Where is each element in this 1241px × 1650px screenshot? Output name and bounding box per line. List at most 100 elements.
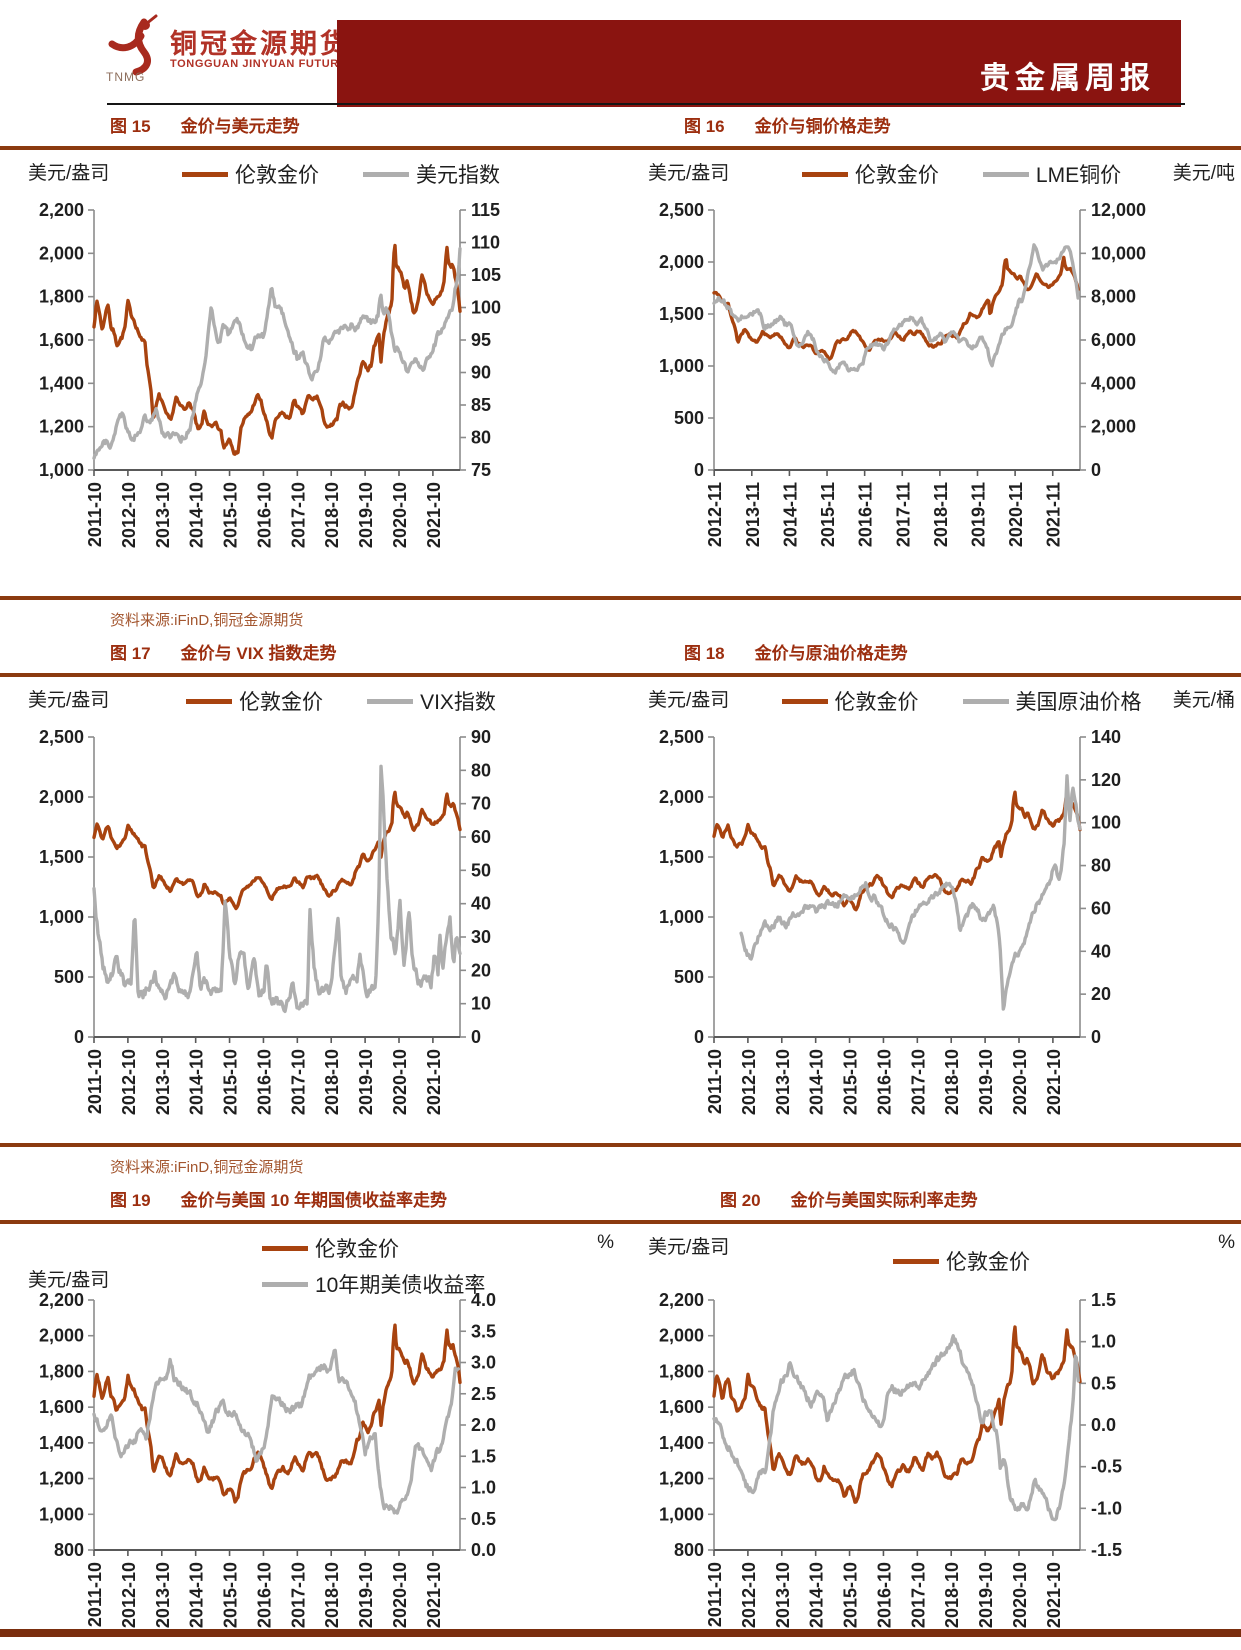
svg-text:2021-10: 2021-10 xyxy=(1044,1562,1064,1628)
legend-line-swatch xyxy=(962,698,1009,704)
page-header: TNMG 铜冠金源期货 TONGGUAN JINYUAN FUTURES 贵金属… xyxy=(0,0,1241,107)
svg-text:2,000: 2,000 xyxy=(1091,417,1136,437)
svg-text:2014-10: 2014-10 xyxy=(807,1562,827,1628)
svg-text:75: 75 xyxy=(471,460,491,480)
left-axis-unit: 美元/盎司 xyxy=(648,1237,730,1258)
legend-label: LME铜价 xyxy=(1035,164,1122,187)
svg-text:2011-10: 2011-10 xyxy=(85,1049,105,1114)
chart-fig15: 美元/盎司 伦敦金价 美元指数 2,200 2,000 1,800 1,600 1,400… xyxy=(0,154,620,570)
legend-item: 美元指数 xyxy=(363,159,500,189)
svg-text:2013-10: 2013-10 xyxy=(773,1562,793,1628)
page-bottom-bar xyxy=(0,1629,1241,1637)
svg-text:2.0: 2.0 xyxy=(471,1415,496,1435)
left-axis-unit: 美元/盎司 xyxy=(28,1270,110,1291)
svg-text:1,400: 1,400 xyxy=(659,1433,704,1453)
legend-item: 伦敦金价 xyxy=(893,1246,1030,1276)
company-logo: TNMG 铜冠金源期货 TONGGUAN JINYUAN FUTURES xyxy=(106,14,355,86)
legend-line-swatch xyxy=(182,171,228,177)
svg-text:1,400: 1,400 xyxy=(39,373,84,393)
svg-text:40: 40 xyxy=(471,894,491,914)
svg-text:0: 0 xyxy=(1091,1027,1101,1047)
svg-text:95: 95 xyxy=(471,330,491,350)
svg-text:90: 90 xyxy=(471,363,491,383)
svg-text:2021-11: 2021-11 xyxy=(1044,482,1064,547)
svg-text:1,200: 1,200 xyxy=(39,1469,84,1489)
svg-text:2018-10: 2018-10 xyxy=(942,1049,962,1115)
svg-text:2017-10: 2017-10 xyxy=(908,1049,928,1115)
page-title: 贵金属周报 xyxy=(980,62,1155,95)
svg-text:2018-10: 2018-10 xyxy=(942,1562,962,1628)
legend-label: 伦敦金价 xyxy=(315,1238,399,1261)
left-axis-unit: 美元/盎司 xyxy=(648,690,730,711)
svg-text:2012-11: 2012-11 xyxy=(705,482,725,547)
legend-item: VIX指数 xyxy=(367,686,496,716)
separator-line xyxy=(0,673,1241,677)
svg-text:10,000: 10,000 xyxy=(1091,243,1146,263)
svg-text:6,000: 6,000 xyxy=(1091,330,1136,350)
svg-text:2015-10: 2015-10 xyxy=(221,482,241,548)
chart-fig19: 美元/盎司 伦敦金价 10年期美债收益率 % 2,200 2,000 1,800 1,6… xyxy=(0,1228,620,1650)
svg-text:1.5: 1.5 xyxy=(1091,1292,1116,1310)
svg-text:1,800: 1,800 xyxy=(659,1361,704,1381)
chart-canvas: 2,500 2,000 1,500 1,000 500 0 12,000 10,000 8,00… xyxy=(659,202,1146,547)
svg-text:1,800: 1,800 xyxy=(39,287,84,307)
svg-text:2018-10: 2018-10 xyxy=(322,482,342,548)
svg-text:2013-10: 2013-10 xyxy=(153,1049,173,1115)
svg-text:50: 50 xyxy=(471,860,491,880)
legend-label: 伦敦金价 xyxy=(834,691,919,714)
svg-text:1.0: 1.0 xyxy=(471,1478,496,1498)
right-axis-unit: % xyxy=(1218,1232,1235,1253)
svg-text:10: 10 xyxy=(471,994,491,1014)
figure-title-20: 图 20 金价与美国实际利率走势 xyxy=(720,1191,978,1210)
legend-label: 美国原油价格 xyxy=(1015,691,1142,714)
chart-body: 2,200 2,000 1,800 1,600 1,400 1,200 1,000 800 4.… xyxy=(8,1292,620,1650)
report-banner: 贵金属周报 xyxy=(337,20,1181,107)
svg-text:0.5: 0.5 xyxy=(1091,1373,1116,1393)
svg-text:0: 0 xyxy=(694,460,704,480)
legend-item: 伦敦金价 xyxy=(781,686,919,716)
svg-text:20: 20 xyxy=(471,960,491,980)
svg-text:2014-10: 2014-10 xyxy=(187,1562,207,1628)
svg-text:2014-11: 2014-11 xyxy=(780,482,800,547)
svg-text:0: 0 xyxy=(471,1027,481,1047)
svg-text:2019-10: 2019-10 xyxy=(356,482,376,548)
separator-line xyxy=(0,1143,1241,1147)
svg-text:115: 115 xyxy=(471,202,500,220)
svg-text:2014-10: 2014-10 xyxy=(807,1049,827,1115)
svg-text:20: 20 xyxy=(1091,984,1111,1004)
svg-text:1,200: 1,200 xyxy=(39,417,84,437)
legend-label: 伦敦金价 xyxy=(239,691,324,714)
figure-title-row: 图 17 金价与 VIX 指数走势 图 18 金价与原油价格走势 xyxy=(0,632,1241,673)
svg-text:3.0: 3.0 xyxy=(471,1353,496,1373)
legend-line-swatch xyxy=(893,1258,939,1264)
svg-text:1,000: 1,000 xyxy=(659,1504,704,1524)
svg-text:120: 120 xyxy=(1091,770,1121,790)
svg-text:2020-10: 2020-10 xyxy=(390,482,410,548)
separator-line xyxy=(0,146,1241,150)
svg-text:2016-11: 2016-11 xyxy=(856,482,876,547)
svg-text:0: 0 xyxy=(74,1027,84,1047)
svg-text:2016-10: 2016-10 xyxy=(254,482,274,548)
svg-text:1,000: 1,000 xyxy=(659,907,704,927)
svg-text:1,600: 1,600 xyxy=(659,1397,704,1417)
svg-text:2,000: 2,000 xyxy=(39,243,84,263)
legend-line-swatch xyxy=(363,171,409,177)
source-note: 资料来源:iFinD,铜冠金源期货 xyxy=(110,612,304,629)
figure-title-16: 图 16 金价与铜价格走势 xyxy=(684,117,891,136)
svg-text:105: 105 xyxy=(471,265,501,285)
figure-title-row: 图 15 金价与美元走势 图 16 金价与铜价格走势 xyxy=(0,105,1241,146)
svg-text:0: 0 xyxy=(1091,460,1101,480)
left-axis-unit: 美元/盎司 xyxy=(28,163,110,184)
svg-text:1,500: 1,500 xyxy=(659,847,704,867)
svg-text:12,000: 12,000 xyxy=(1091,202,1146,220)
svg-text:70: 70 xyxy=(471,794,491,814)
svg-text:1,600: 1,600 xyxy=(39,330,84,350)
svg-text:2,000: 2,000 xyxy=(659,1326,704,1346)
svg-text:-1.5: -1.5 xyxy=(1091,1540,1122,1560)
svg-text:30: 30 xyxy=(471,927,491,947)
svg-text:2,500: 2,500 xyxy=(39,729,84,747)
svg-text:2014-10: 2014-10 xyxy=(187,1049,207,1115)
charts-row-3: 美元/盎司 伦敦金价 10年期美债收益率 % 2,200 2,000 1,800 1,6… xyxy=(0,1228,1241,1650)
svg-text:1,000: 1,000 xyxy=(39,907,84,927)
svg-text:2019-11: 2019-11 xyxy=(968,482,988,547)
